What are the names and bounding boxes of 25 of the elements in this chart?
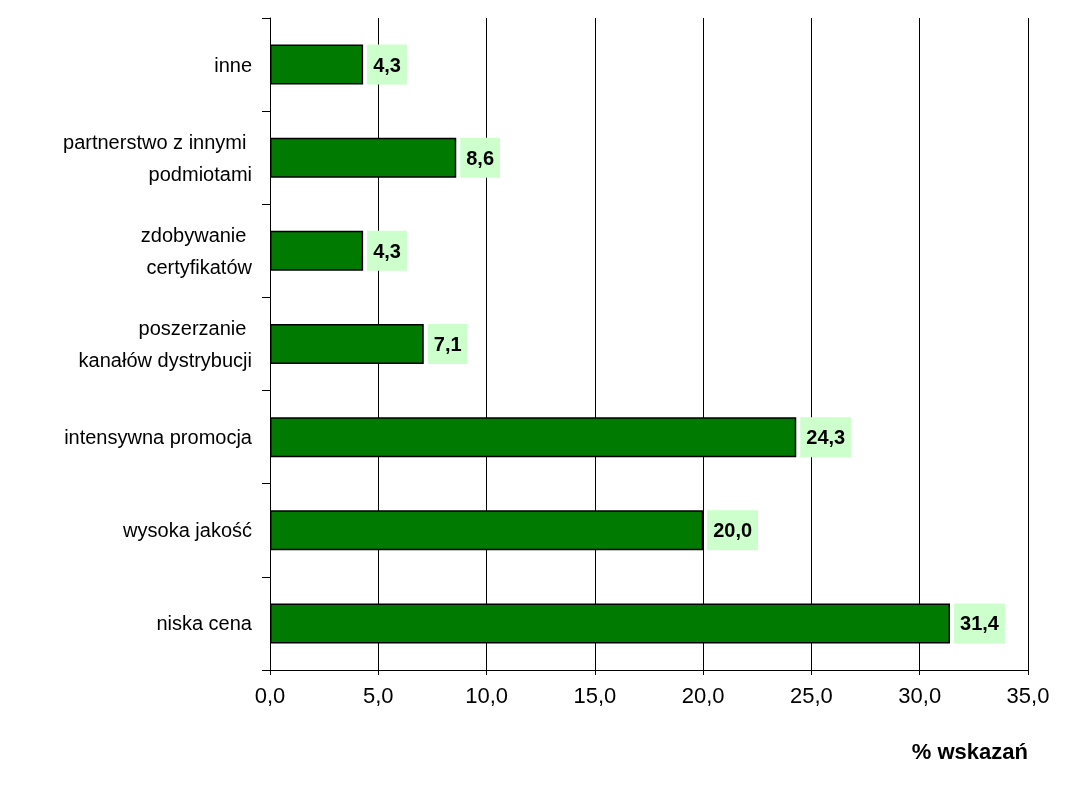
data-label: 31,4 [960, 612, 1000, 635]
y-tick-label: zdobywanie certyfikatów [140, 223, 253, 278]
x-tick-label: 10,0 [465, 682, 508, 708]
x-tick-label: 0,0 [254, 682, 286, 708]
bar [270, 230, 364, 271]
x-axis-title: % wskazań [911, 738, 1028, 764]
data-label: 8,6 [466, 146, 495, 169]
data-label: 4,3 [373, 239, 401, 262]
x-tick-label: 35,0 [1006, 682, 1050, 708]
y-tick-label: wysoka jakość [122, 519, 252, 542]
data-label: 24,3 [806, 426, 846, 449]
data-label: 4,3 [373, 53, 401, 76]
x-tick-label: 25,0 [790, 682, 833, 708]
y-tick-label: inne [214, 53, 252, 76]
bar [270, 44, 364, 85]
y-tick-label: poszerzanie kanałów dystrybucji [78, 317, 252, 371]
data-label: 7,1 [433, 333, 462, 355]
x-tick-label: 5,0 [362, 682, 394, 708]
x-tick-label: 20,0 [681, 682, 725, 708]
y-tick-label: partnerstwo z innymi podmiotami [63, 130, 252, 185]
y-tick-label: intensywna promocja [64, 426, 253, 449]
y-tick-label: niska cena [156, 612, 253, 635]
data-label: 20,0 [713, 519, 753, 542]
x-tick-label: 30,0 [898, 682, 942, 708]
x-tick-label: 15,0 [573, 682, 617, 708]
